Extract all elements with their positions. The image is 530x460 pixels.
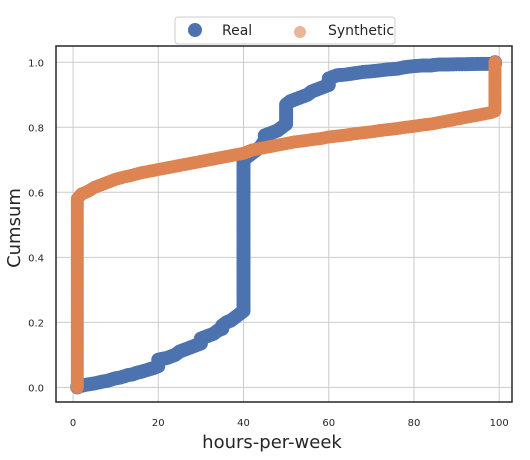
y-tick-label: 0.6	[28, 188, 44, 199]
legend-label-real: Real	[222, 23, 252, 39]
legend: Real Synthetic	[174, 16, 396, 45]
y-axis-ticks: 0.0 0.2 0.4 0.6 0.8 1.0	[28, 58, 44, 394]
x-tick-label: 60	[322, 418, 335, 429]
x-tick-label: 20	[152, 418, 165, 429]
legend-label-synthetic: Synthetic	[328, 23, 394, 39]
y-tick-label: 0.2	[28, 318, 44, 329]
legend-marker-synthetic	[294, 26, 306, 38]
synthetic-point	[488, 55, 502, 69]
y-tick-label: 0.4	[28, 253, 44, 264]
x-tick-label: 80	[408, 418, 421, 429]
x-tick-label: 100	[490, 418, 509, 429]
x-axis-label: hours-per-week	[202, 432, 342, 453]
y-tick-label: 0.0	[28, 383, 44, 394]
plot-frame	[55, 45, 513, 403]
x-tick-label: 0	[70, 418, 76, 429]
x-tick-label: 40	[237, 418, 250, 429]
y-tick-label: 0.8	[28, 123, 44, 134]
legend-box	[174, 16, 396, 45]
x-axis-ticks: 0 20 40 60 80 100	[70, 418, 509, 429]
y-tick-label: 1.0	[28, 58, 44, 69]
data-points	[70, 55, 502, 395]
legend-marker-real	[188, 23, 202, 37]
series-synthetic	[70, 55, 502, 394]
y-axis-label: Cumsum	[4, 188, 25, 268]
series-real	[70, 55, 502, 395]
